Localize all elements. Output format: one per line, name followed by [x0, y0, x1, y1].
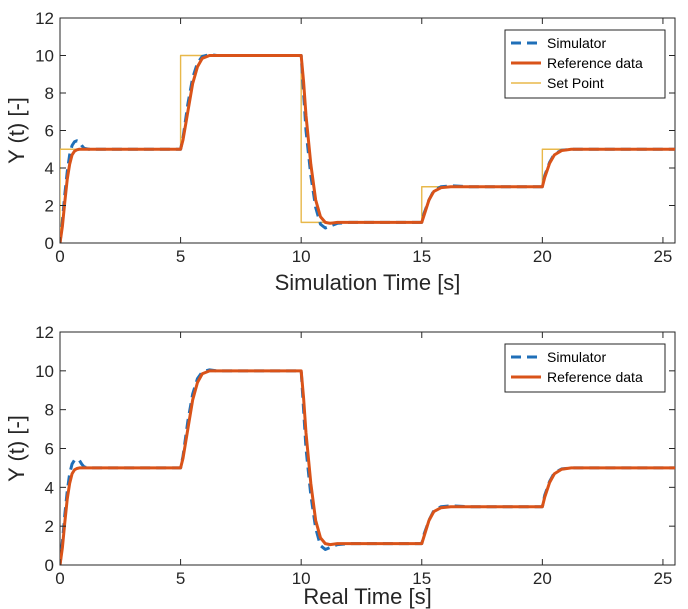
- chart-2-legend-box: [504, 343, 666, 393]
- chart-2-xtick-label: 15: [412, 569, 431, 588]
- chart-1-xtick-label: 10: [292, 247, 311, 266]
- chart-2-xtick-label: 0: [55, 569, 64, 588]
- chart-2-xtick-label: 20: [533, 569, 552, 588]
- chart-1-legend-label-set-point: Set Point: [547, 75, 604, 91]
- chart-2-xtick-label: 5: [176, 569, 185, 588]
- chart-1-x-axis-label: Simulation Time [s]: [275, 270, 461, 295]
- chart-1-y-axis-label: Y (t) [-]: [4, 97, 29, 164]
- chart-2-ytick-label: 2: [45, 517, 54, 536]
- chart-1-xtick-label: 20: [533, 247, 552, 266]
- chart-2-legend-label-reference-data: Reference data: [547, 369, 643, 385]
- chart-1: 0 5 10 15 20 25 0 2 4 6 8 10 12 Simulation Time [s] Y …: [4, 9, 676, 295]
- chart-2-xtick-label: 25: [653, 569, 672, 588]
- chart-1-xtick-label: 25: [653, 247, 672, 266]
- chart-1-series-reference-data: [60, 54, 675, 243]
- chart-1-legend-label-simulator: Simulator: [547, 35, 606, 51]
- chart-1-ytick-label: 12: [35, 9, 54, 28]
- chart-1-legend: Simulator Reference data Set Point: [504, 29, 666, 99]
- chart-1-ytick-label: 8: [45, 84, 54, 103]
- chart-2-ytick-label: 12: [35, 323, 54, 342]
- chart-1-ytick-label: 4: [45, 159, 54, 178]
- chart-1-ytick-label: 2: [45, 197, 54, 216]
- chart-2-series-reference-data: [60, 369, 675, 565]
- chart-2-ytick-label: 8: [45, 401, 54, 420]
- chart-2-ytick-label: 10: [35, 362, 54, 381]
- chart-2: 0 5 10 15 20 25 0 2 4 6 8 10 12 Real Time [s] Y (t) [-…: [4, 323, 676, 609]
- chart-2-y-axis-label: Y (t) [-]: [4, 415, 29, 482]
- chart-2-xtick-label: 10: [292, 569, 311, 588]
- chart-1-legend-label-reference-data: Reference data: [547, 55, 643, 71]
- chart-1-ytick-label: 10: [35, 47, 54, 66]
- chart-1-xtick-label: 5: [176, 247, 185, 266]
- chart-1-ytick-label: 6: [45, 122, 54, 141]
- chart-1-ytick-label: 0: [45, 234, 54, 253]
- chart-2-x-axis-label: Real Time [s]: [303, 584, 431, 609]
- chart-2-ytick-label: 4: [45, 478, 54, 497]
- chart-2-ytick-label: 0: [45, 556, 54, 575]
- chart-2-legend-label-simulator: Simulator: [547, 349, 606, 365]
- chart-1-xtick-label: 0: [55, 247, 64, 266]
- chart-2-legend: Simulator Reference data: [504, 343, 666, 393]
- chart-2-ytick-label: 6: [45, 440, 54, 459]
- chart-1-xtick-label: 15: [412, 247, 431, 266]
